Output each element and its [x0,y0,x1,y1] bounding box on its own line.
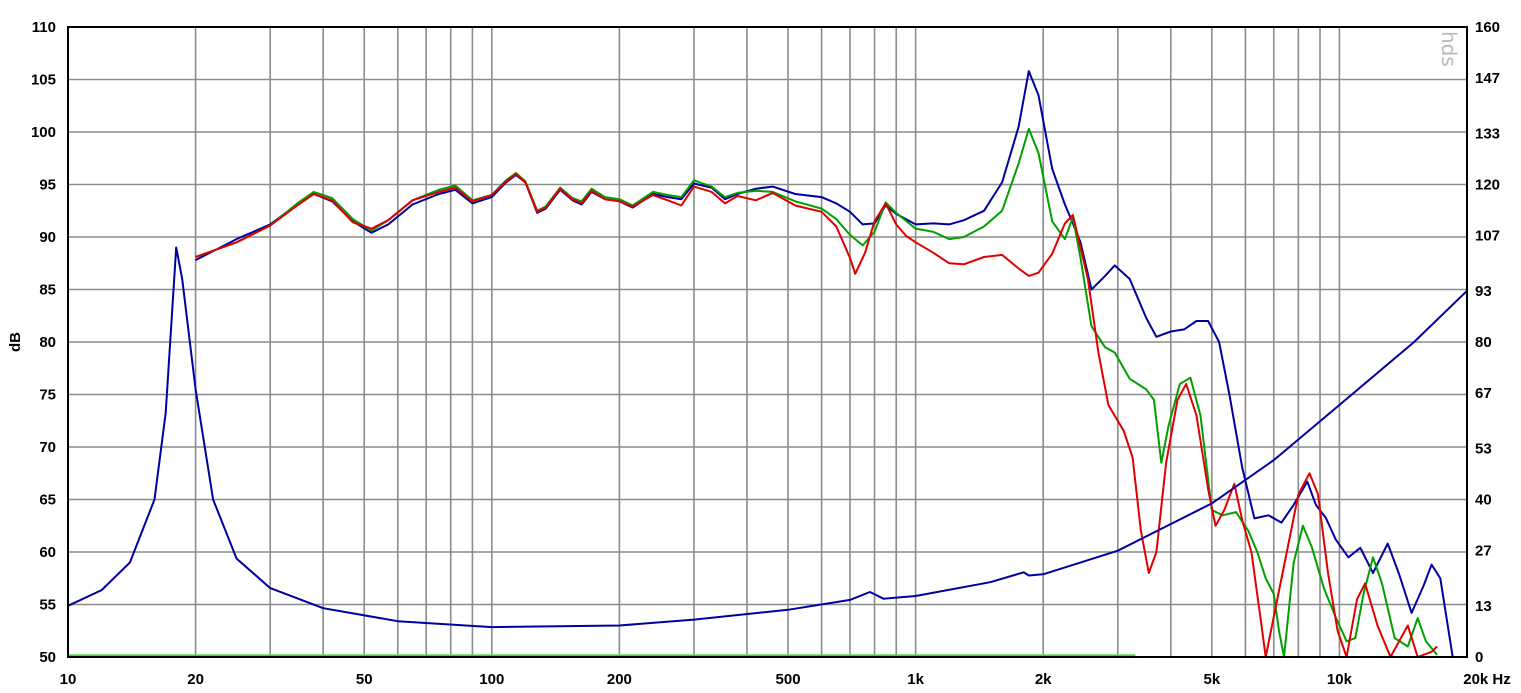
x-tick-label: 1k [907,671,924,688]
y-tick-label: 95 [39,177,56,194]
y-tick-label: 70 [39,439,56,456]
gridlines [68,27,1467,657]
x-tick-label: 5k [1203,671,1220,688]
y2-tick-label: 13 [1475,598,1492,615]
y2-tick-label: 133 [1475,125,1500,142]
x-tick-label: 50 [356,671,373,688]
series-spl-off-axis-2 [195,173,1438,658]
x-tick-label: 500 [776,671,801,688]
y-tick-label: 100 [31,124,56,141]
watermark-logo: hds [1437,31,1461,67]
y2-tick-label: 107 [1475,228,1500,245]
y-axis-title: dB [7,332,24,352]
x-tick-label: 10 [60,671,77,688]
tick-labels: 10 20 50 100 200 500 1k 2k 5k 10k 20k Hz1101051009… [31,19,1511,688]
y-tick-label: 75 [39,387,56,404]
x-tick-label: 100 [479,671,504,688]
x-tick-label: 200 [607,671,632,688]
y2-tick-label: 160 [1475,19,1500,36]
x-tick-label: 20 [187,671,204,688]
y-tick-label: 80 [39,334,56,351]
y-tick-label: 60 [39,544,56,561]
series-impedance [67,246,1468,629]
x-tick-label: 2k [1035,671,1052,688]
y2-tick-label: 0 [1475,649,1483,666]
y2-tick-label: 27 [1475,543,1492,560]
y-tick-label: 65 [39,492,56,509]
y-tick-label: 55 [39,597,56,614]
y2-tick-label: 40 [1475,492,1492,509]
y-tick-label: 50 [39,649,56,666]
y-tick-label: 105 [31,72,56,89]
y2-tick-label: 120 [1475,177,1500,194]
y2-tick-label: 80 [1475,334,1492,351]
y2-tick-label: 67 [1475,385,1492,402]
y-tick-label: 85 [39,282,56,299]
plot-frame [67,26,1468,658]
y2-tick-label: 93 [1475,283,1492,300]
y-tick-label: 90 [39,229,56,246]
x-tick-label: 10k [1327,671,1353,688]
y-tick-label: 110 [32,19,56,36]
x-tick-label: 20k Hz [1463,671,1511,688]
y2-tick-label: 53 [1475,440,1492,457]
y2-tick-label: 147 [1475,70,1500,87]
